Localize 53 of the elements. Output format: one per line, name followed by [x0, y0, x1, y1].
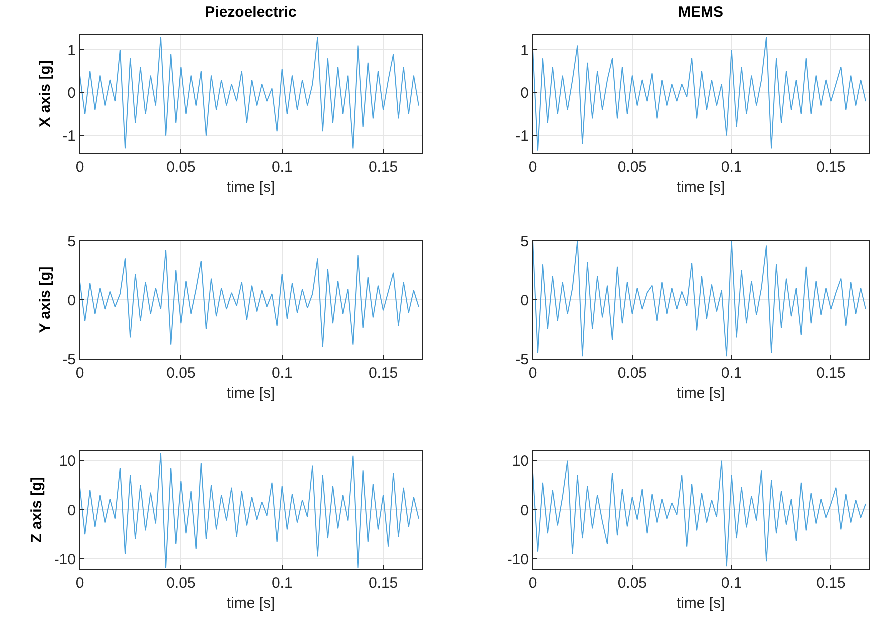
y-tick-label: -5 [62, 351, 76, 368]
x-axis-title: time [s] [226, 179, 276, 196]
y-tick-label: 0 [68, 502, 76, 520]
y-tick-label: -1 [516, 128, 529, 146]
x-tick-label: 0.15 [816, 159, 846, 176]
y-tick-label: -10 [54, 551, 76, 568]
x-tick-label: 0.05 [166, 365, 196, 382]
x-tick-label: 0.15 [816, 365, 846, 382]
x-tick-label: 0.05 [166, 159, 196, 176]
line-series [80, 452, 420, 569]
x-axis-title: time [s] [676, 179, 726, 196]
y-axis-title: Z axis [g] [28, 477, 46, 543]
y-tick-label: -10 [507, 551, 529, 568]
line-series [533, 36, 867, 152]
y-tick-label: 10 [512, 453, 529, 470]
y-tick-label: 0 [520, 85, 529, 102]
y-tick-label: -1 [62, 128, 76, 146]
chart-title: Piezoelectric [205, 4, 297, 21]
y-tick-label: 0 [520, 502, 529, 520]
y-tick-label: 0 [68, 292, 76, 310]
line-series [533, 460, 867, 568]
y-tick-label: 1 [520, 42, 529, 60]
x-tick-label: 0.05 [618, 365, 648, 382]
x-tick-label: 0.15 [368, 365, 398, 382]
x-axis-title: time [s] [226, 385, 276, 402]
x-tick-label: 0.1 [721, 575, 742, 592]
x-tick-label: 0.1 [721, 159, 742, 176]
y-tick-label: 5 [520, 233, 529, 250]
x-tick-label: 0.15 [368, 159, 398, 176]
x-tick-label: 0.15 [368, 575, 398, 592]
y-axis-title: X axis [g] [36, 60, 54, 128]
line-series [80, 250, 420, 348]
chart-title: MEMS [678, 4, 724, 21]
x-tick-label: 0.1 [272, 575, 293, 592]
y-tick-label: 10 [59, 453, 76, 470]
line-series [80, 36, 420, 150]
y-axis-title: Y axis [g] [36, 266, 54, 334]
x-tick-label: 0.1 [272, 365, 293, 382]
x-axis-title: time [s] [226, 595, 276, 612]
x-axis-title: time [s] [676, 385, 726, 402]
x-axis-title: time [s] [676, 595, 726, 612]
x-tick-label: 0.15 [816, 575, 846, 592]
x-tick-label: 0.05 [618, 575, 648, 592]
y-tick-label: 5 [68, 233, 76, 250]
y-tick-label: -5 [516, 351, 529, 368]
y-tick-label: 1 [68, 42, 76, 60]
line-series [533, 241, 867, 358]
y-tick-label: 0 [520, 292, 529, 310]
y-tick-label: 0 [68, 85, 76, 102]
x-tick-label: 0.1 [272, 159, 293, 176]
x-tick-label: 0.05 [618, 159, 648, 176]
x-tick-label: 0.1 [721, 365, 742, 382]
x-tick-label: 0.05 [166, 575, 196, 592]
